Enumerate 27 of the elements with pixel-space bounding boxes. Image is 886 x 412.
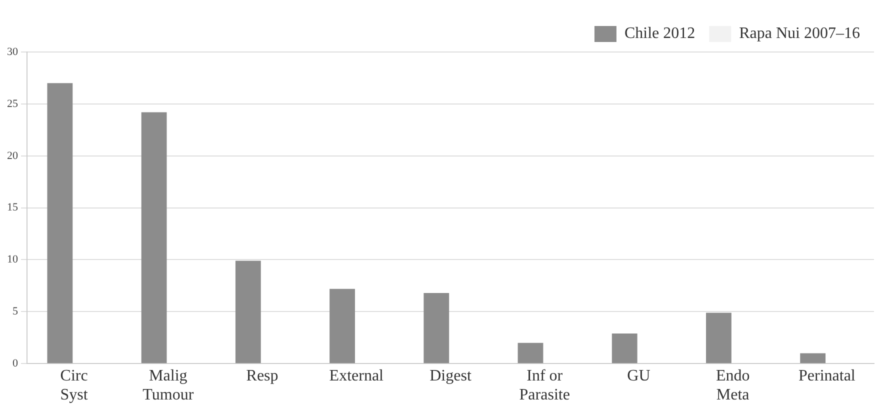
bar bbox=[47, 83, 73, 364]
bar bbox=[330, 288, 355, 364]
bar bbox=[518, 342, 544, 364]
x-tick-label: Resp bbox=[246, 367, 278, 384]
y-tick-label: 20 bbox=[7, 150, 18, 162]
y-tick-label: 10 bbox=[7, 254, 18, 266]
legend-label: Rapa Nui 2007–16 bbox=[739, 25, 860, 42]
bar bbox=[706, 312, 732, 364]
x-tick-label: Malig Tumour bbox=[142, 367, 194, 404]
legend-label: Chile 2012 bbox=[624, 25, 696, 42]
x-tick-label: Perinatal bbox=[798, 367, 856, 384]
bar bbox=[800, 353, 826, 364]
x-tick-label: External bbox=[329, 367, 384, 384]
bar bbox=[612, 333, 638, 364]
y-tick-label: 15 bbox=[7, 202, 18, 214]
bar bbox=[235, 260, 261, 364]
x-tick-label: Digest bbox=[430, 367, 472, 384]
y-tick-label: 5 bbox=[12, 306, 18, 318]
bar bbox=[424, 292, 450, 364]
y-tick-label: 0 bbox=[12, 357, 18, 370]
y-tick-label: 25 bbox=[7, 98, 18, 110]
bar bbox=[141, 112, 167, 364]
x-tick-label: Circ Syst bbox=[60, 367, 88, 404]
y-tick-label: 30 bbox=[7, 46, 18, 58]
x-tick-label: GU bbox=[627, 367, 651, 384]
x-tick-label: Inf or Parasite bbox=[519, 367, 570, 404]
x-tick-label: Endo Meta bbox=[716, 367, 750, 404]
